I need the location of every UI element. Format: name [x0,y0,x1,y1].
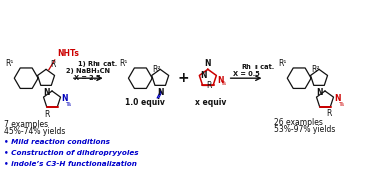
Text: R: R [44,110,50,119]
Text: R²: R² [153,66,161,74]
Text: x equiv: x equiv [195,98,226,107]
Text: 2) NaBH₃CN: 2) NaBH₃CN [66,68,110,74]
Text: R: R [327,109,332,118]
Text: Ts: Ts [339,102,345,107]
Text: 7 examples: 7 examples [5,120,48,129]
Text: N: N [62,94,68,103]
Text: N: N [217,76,224,85]
Text: II: II [254,65,258,70]
Text: Ts: Ts [222,81,228,86]
Text: Ts: Ts [66,102,72,107]
Text: 53%-97% yields: 53%-97% yields [274,125,336,134]
Text: N: N [204,59,211,68]
Text: +: + [177,71,189,85]
Text: R: R [206,81,211,90]
Text: N: N [335,94,341,103]
Text: 1) Rh: 1) Rh [78,61,98,67]
Text: R²: R² [311,66,320,74]
Text: X = 0.5: X = 0.5 [233,71,259,77]
Text: R: R [50,60,55,69]
Text: • indole’s C3-H functionalization: • indole’s C3-H functionalization [5,161,137,167]
Text: • Mild reaction conditions: • Mild reaction conditions [5,139,110,145]
Text: N: N [43,88,49,97]
Text: II: II [97,62,101,67]
Text: cat.: cat. [101,61,117,67]
Text: cat.: cat. [258,64,274,70]
Text: 45%-74% yields: 45%-74% yields [5,127,66,136]
Text: N: N [157,88,163,97]
Text: R¹: R¹ [5,59,13,68]
Text: R¹: R¹ [119,59,127,68]
Text: • Construction of dihdropryyoles: • Construction of dihdropryyoles [5,150,139,156]
Text: 1.0 equiv: 1.0 equiv [125,98,165,107]
Text: NHTs: NHTs [57,49,79,58]
Text: R¹: R¹ [278,59,286,68]
Text: X = 2.5: X = 2.5 [74,75,101,81]
Text: Rh: Rh [241,64,251,70]
Text: N: N [316,88,322,97]
Text: N: N [200,71,207,80]
Text: 26 examples: 26 examples [274,118,323,127]
